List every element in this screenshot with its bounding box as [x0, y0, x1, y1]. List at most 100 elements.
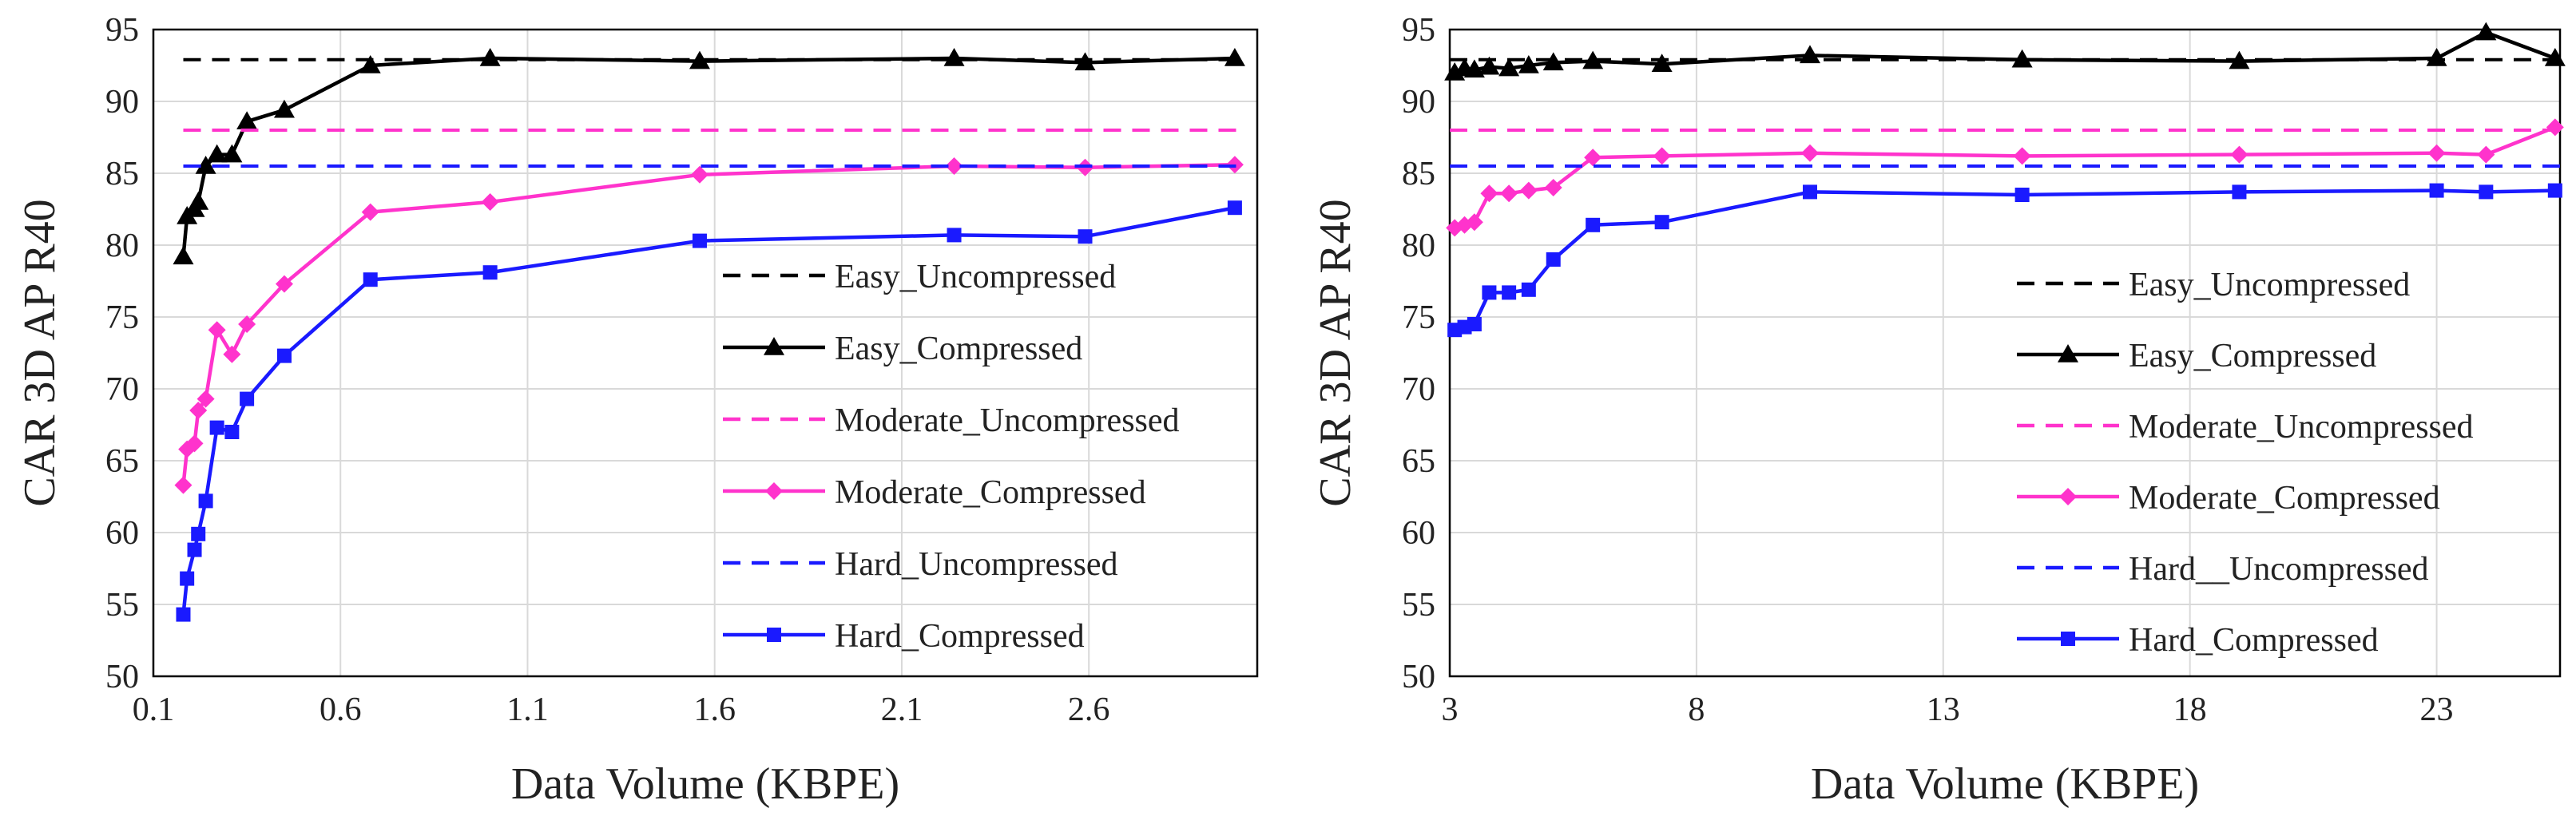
data-point — [2011, 49, 2033, 68]
data-point — [238, 315, 256, 333]
data-point — [1465, 213, 1483, 232]
data-point — [189, 402, 208, 419]
data-point — [1800, 144, 1819, 162]
data-point — [1074, 52, 1096, 71]
data-point — [481, 193, 499, 211]
legend-item: Moderate_Uncompressed — [723, 402, 1180, 439]
y-tick-label: 65 — [1402, 443, 1435, 480]
legend-item: Hard_Uncompressed — [723, 546, 1118, 583]
legend-item: Moderate_Uncompressed — [2017, 409, 2474, 446]
y-tick-label: 70 — [1402, 371, 1435, 408]
data-point — [180, 571, 195, 586]
data-point — [2229, 50, 2250, 69]
chart-right: 50 55 60 65 70 75 80 85 90 95 3 8 13 18 23 Data Volume … — [1311, 12, 2566, 809]
data-point — [2479, 184, 2494, 200]
y-tick-label: 80 — [105, 228, 139, 264]
data-point — [2013, 147, 2031, 165]
data-point — [1078, 229, 1093, 244]
data-point — [1653, 147, 1671, 165]
legend-label: Moderate_Uncompressed — [2129, 409, 2474, 446]
legend: Easy_Uncompressed Easy_Compressed Moderate… — [2017, 267, 2474, 659]
y-tick-label: 55 — [1402, 587, 1435, 624]
data-point — [2014, 188, 2030, 202]
x-tick-label: 0.1 — [133, 691, 175, 728]
data-point — [1651, 53, 1673, 72]
data-point — [945, 157, 963, 175]
data-point — [1544, 179, 1562, 196]
data-point — [1542, 52, 1564, 71]
data-point — [2544, 48, 2566, 66]
data-point — [1500, 184, 1518, 203]
series-line — [1454, 30, 2556, 75]
data-point — [224, 425, 240, 439]
data-point — [191, 526, 206, 541]
legend-item: Hard_Compressed — [723, 618, 1085, 655]
data-point — [1586, 217, 1601, 232]
y-tick-label: 90 — [105, 84, 139, 121]
y-tick-label: 85 — [1402, 156, 1435, 192]
legend-label: Hard_Compressed — [835, 618, 1085, 655]
y-tick-label: 60 — [1402, 515, 1435, 552]
data-point — [198, 493, 213, 509]
x-tick-label: 0.6 — [320, 691, 362, 728]
data-point — [2546, 118, 2564, 137]
data-point — [689, 50, 710, 69]
data-point — [2426, 48, 2447, 66]
data-point — [196, 390, 215, 408]
legend-swatch-marker — [767, 628, 781, 642]
legend-swatch-marker — [765, 482, 783, 500]
data-point — [223, 345, 241, 363]
x-tick-label: 3 — [1442, 691, 1459, 728]
y-tick-label: 80 — [1402, 228, 1435, 264]
data-point — [275, 275, 293, 293]
x-tick-label: 8 — [1688, 691, 1705, 728]
data-point — [1799, 45, 1820, 64]
data-point — [2427, 144, 2446, 162]
series-moderate-compressed — [1446, 118, 2564, 237]
x-tick-label: 2.6 — [1068, 691, 1110, 728]
legend-label: Moderate_Uncompressed — [835, 402, 1180, 439]
x-tick-label: 2.1 — [881, 691, 923, 728]
series-easy-compressed — [173, 48, 1245, 265]
data-point — [359, 55, 381, 73]
y-tick-label: 75 — [105, 299, 139, 336]
y-tick-label: 55 — [105, 587, 139, 624]
data-point — [2230, 145, 2249, 164]
data-point — [240, 391, 255, 406]
legend-label: Easy_Compressed — [835, 331, 1082, 367]
data-point — [1546, 252, 1561, 267]
data-point — [482, 265, 498, 280]
plot-frame — [152, 28, 1259, 678]
x-tick-label: 23 — [2420, 691, 2454, 728]
legend-label: Easy_Uncompressed — [835, 259, 1116, 295]
legend-swatch-marker — [2059, 488, 2077, 505]
x-tick-label: 18 — [2173, 691, 2207, 728]
data-point — [1518, 55, 1539, 73]
data-point — [692, 233, 707, 248]
data-point — [1498, 57, 1520, 77]
data-point — [1802, 184, 1817, 200]
y-tick-label: 90 — [1402, 84, 1435, 121]
legend-swatch-marker — [2058, 344, 2078, 362]
data-point — [188, 192, 209, 210]
legend-item: Easy_Uncompressed — [723, 259, 1116, 295]
x-tick-labels: 0.1 0.6 1.1 1.6 2.1 2.6 — [133, 691, 1110, 728]
legend-label: Hard_Uncompressed — [835, 546, 1118, 583]
x-axis-title: Data Volume (KBPE) — [1811, 759, 2199, 809]
y-tick-labels: 50 55 60 65 70 75 80 85 90 95 — [1402, 12, 1435, 695]
data-point — [1463, 59, 1485, 78]
data-point — [1582, 50, 1604, 69]
y-tick-label: 75 — [1402, 299, 1435, 336]
data-point — [174, 476, 193, 494]
x-tick-label: 1.1 — [506, 691, 549, 728]
data-point — [2232, 184, 2247, 200]
data-point — [173, 246, 194, 265]
data-point — [690, 165, 708, 184]
legend-item: Hard__Uncompressed — [2017, 551, 2429, 588]
data-point — [208, 321, 226, 339]
data-point — [2429, 183, 2444, 198]
series-easy-compressed — [1444, 22, 2566, 81]
y-axis-title: CAR 3D AP R40 — [15, 199, 65, 506]
data-point — [236, 111, 258, 129]
data-point — [1502, 285, 1517, 300]
